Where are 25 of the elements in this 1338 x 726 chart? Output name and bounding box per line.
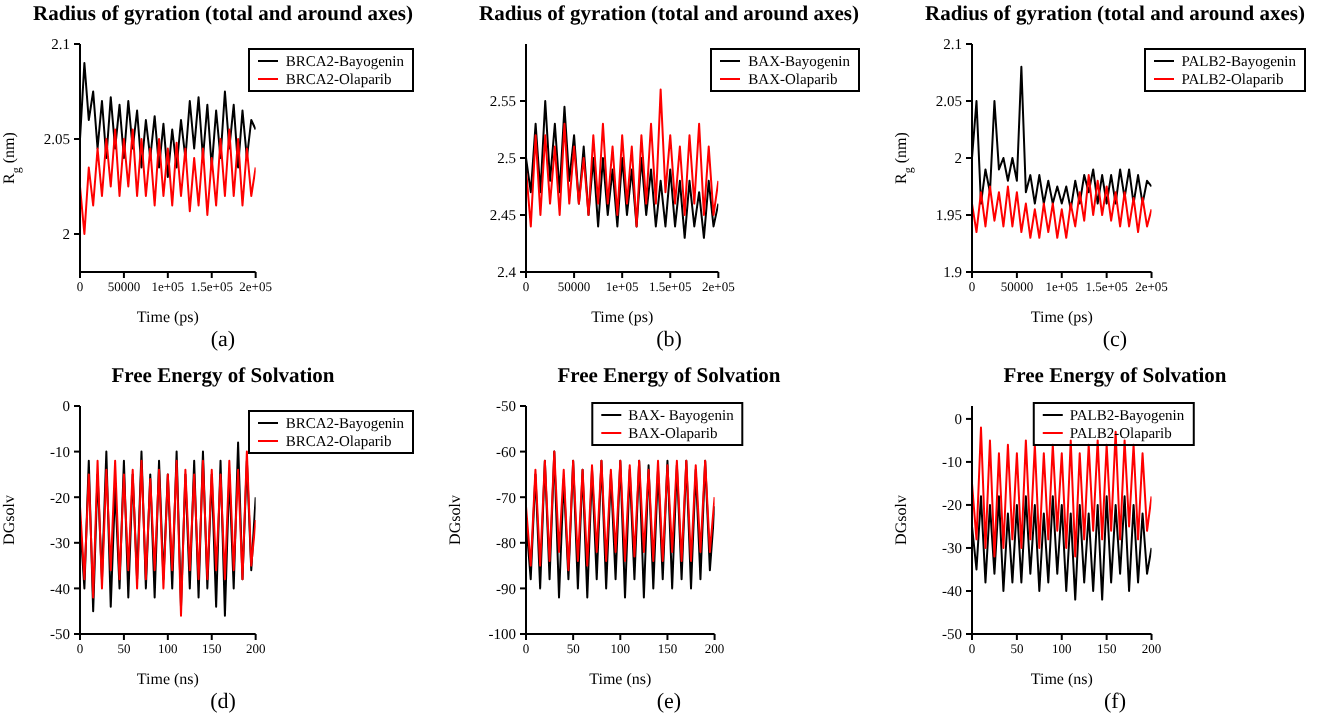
line-series <box>80 128 256 235</box>
x-axis-title: Time (ps) <box>591 308 654 326</box>
chart-title: Free Energy of Solvation <box>1001 364 1229 392</box>
x-axis-title: Time (ns) <box>136 670 200 688</box>
text: (f) <box>1102 690 1128 718</box>
chart-title: Radius of gyration (total and around axes) <box>923 2 1307 30</box>
y-axis-title: DGsolv <box>0 495 18 545</box>
chart-title: Free Energy of Solvation <box>555 364 783 392</box>
text: (e) <box>654 690 684 718</box>
line-series <box>972 174 1152 239</box>
line-series <box>526 88 719 228</box>
x-axis-title: Time (ns) <box>1030 670 1094 688</box>
y-axis-title: DGsolv <box>446 495 464 545</box>
chart-title: Free Energy of Solvation <box>109 364 337 392</box>
text: (a) <box>208 328 238 356</box>
chart-title: Radius of gyration (total and around axes) <box>477 2 861 30</box>
text: (c) <box>1100 328 1130 356</box>
x-axis-title: Time (ns) <box>589 670 653 688</box>
y-axis-title: DGsolv <box>892 495 910 545</box>
chart-title: Radius of gyration (total and around axes) <box>31 2 415 30</box>
text: (b) <box>654 328 684 356</box>
x-axis-title: Time (ps) <box>1030 308 1094 326</box>
line-series <box>526 450 715 572</box>
x-axis-title: Time (ps) <box>136 308 200 326</box>
text: (d) <box>208 690 238 718</box>
